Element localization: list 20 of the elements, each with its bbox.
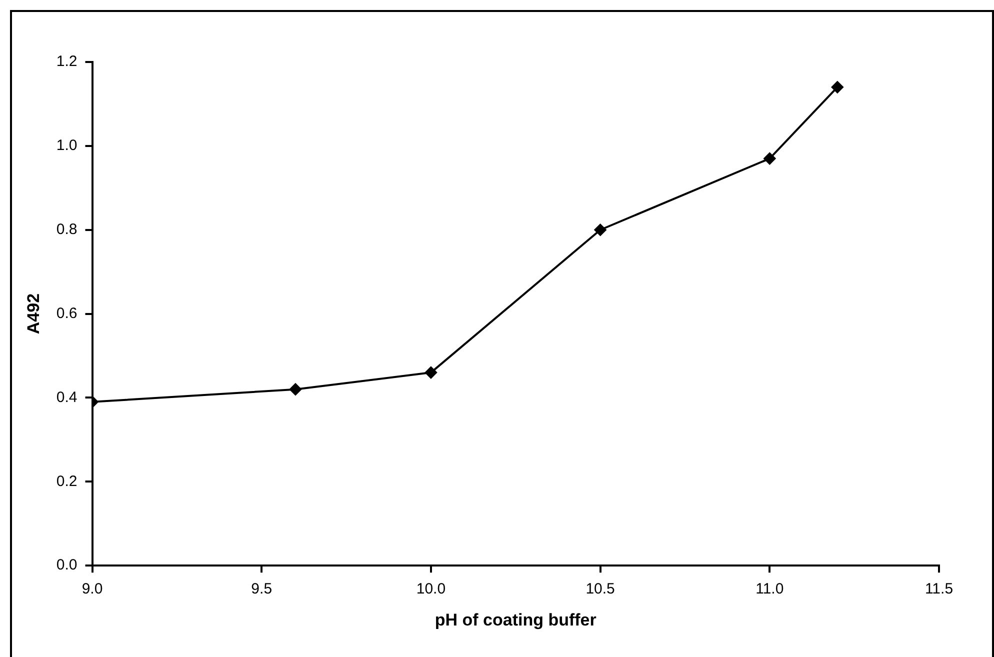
- point: [764, 152, 776, 165]
- y-tick-label: 0.4: [56, 388, 78, 406]
- x-tick-label: 10.5: [586, 580, 615, 598]
- y-tick-label: 0.0: [56, 556, 78, 574]
- x-tick-label: 9.0: [82, 580, 103, 598]
- x-tick-label: 11.0: [756, 580, 784, 598]
- x-axis-title: pH of coating buffer: [434, 610, 597, 630]
- x-tick-label: 9.5: [251, 580, 272, 598]
- y-tick-label: 0.6: [56, 304, 78, 322]
- point: [289, 383, 302, 396]
- y-tick-label: 0.8: [56, 221, 78, 238]
- y-tick-label: 0.2: [56, 472, 78, 490]
- point: [831, 81, 844, 94]
- y-tick-label: 1.0: [56, 137, 78, 154]
- x-tick-label: 11.5: [924, 580, 954, 598]
- y-tick-label: 1.2: [56, 53, 78, 70]
- x-tick-label: 10.0: [416, 580, 446, 598]
- y-axis-title: A492: [24, 293, 43, 334]
- point: [424, 366, 437, 379]
- point: [594, 224, 606, 236]
